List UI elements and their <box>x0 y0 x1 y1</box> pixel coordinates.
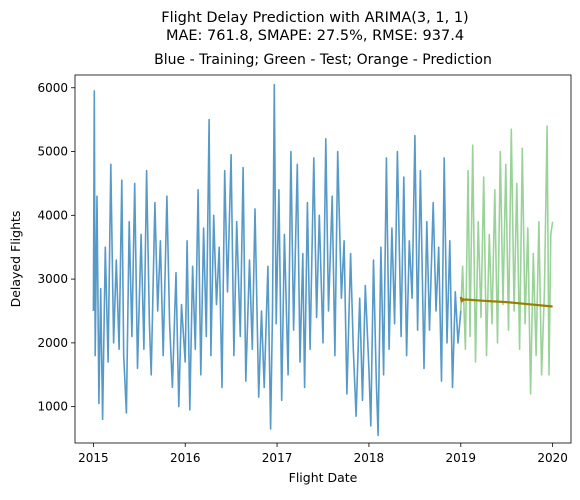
x-tick-label: 2018 <box>354 451 385 465</box>
chart-suptitle-line-1: Flight Delay Prediction with ARIMA(3, 1,… <box>161 10 468 26</box>
y-tick-label: 3000 <box>37 272 68 286</box>
y-axis: 1000 2000 3000 4000 5000 6000 <box>37 81 75 414</box>
y-tick-label: 5000 <box>37 145 68 159</box>
chart-suptitle-line-2: MAE: 761.8, SMAPE: 27.5%, RMSE: 937.4 <box>166 28 464 44</box>
x-tick-label: 2019 <box>446 451 477 465</box>
x-axis: 2015 2016 2017 2018 2019 2020 <box>78 443 568 465</box>
y-tick-label: 1000 <box>37 400 68 414</box>
x-tick-label: 2017 <box>262 451 293 465</box>
chart-title: Blue - Training; Green - Test; Orange - … <box>154 52 492 68</box>
x-axis-label: Flight Date <box>289 470 358 485</box>
y-axis-label: Delayed Flights <box>8 211 23 308</box>
y-tick-label: 4000 <box>37 208 68 222</box>
plot-frame <box>74 74 572 444</box>
series-line-prediction <box>459 296 553 308</box>
x-tick-label: 2015 <box>78 451 109 465</box>
series-line-test <box>460 125 554 395</box>
x-tick-label: 2020 <box>537 451 568 465</box>
series-line-training <box>92 83 462 437</box>
y-tick-label: 6000 <box>37 81 68 95</box>
x-tick-label: 2016 <box>170 451 201 465</box>
series-layer <box>92 83 554 437</box>
y-tick-label: 2000 <box>37 336 68 350</box>
